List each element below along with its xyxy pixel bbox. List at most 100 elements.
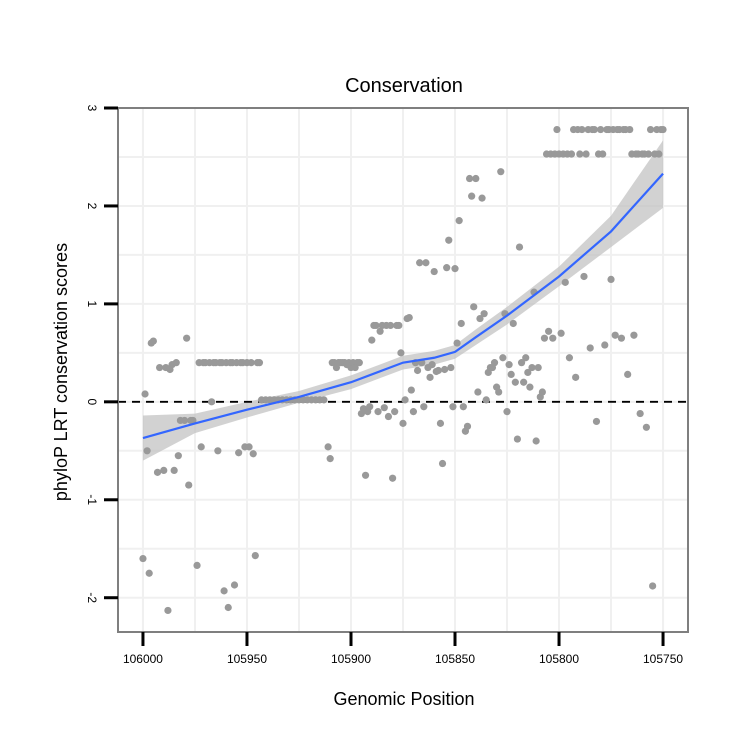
data-point bbox=[515, 243, 524, 251]
data-point bbox=[361, 471, 370, 479]
data-point bbox=[538, 388, 546, 396]
data-point bbox=[420, 403, 428, 411]
x-tick-label: 105900 bbox=[331, 652, 371, 666]
data-point bbox=[509, 319, 517, 328]
data-point bbox=[497, 168, 505, 176]
data-point bbox=[183, 334, 191, 342]
data-point bbox=[578, 125, 586, 134]
data-point bbox=[463, 422, 472, 430]
data-point bbox=[399, 419, 407, 427]
data-point bbox=[549, 334, 557, 342]
data-point bbox=[526, 383, 534, 391]
data-point bbox=[522, 354, 530, 362]
y-axis: -2 -1 0 1 2 3 bbox=[85, 105, 118, 603]
data-point bbox=[459, 403, 467, 411]
data-point bbox=[561, 278, 569, 286]
data-point bbox=[441, 365, 449, 374]
data-point bbox=[642, 423, 650, 431]
chart-title: Conservation bbox=[345, 75, 463, 97]
data-point bbox=[644, 150, 653, 158]
data-point bbox=[534, 363, 542, 372]
data-point bbox=[143, 447, 151, 455]
data-point bbox=[139, 554, 147, 563]
data-point bbox=[617, 334, 626, 342]
data-point bbox=[235, 449, 243, 457]
data-point bbox=[245, 443, 253, 451]
data-point bbox=[416, 259, 424, 267]
data-point bbox=[170, 466, 178, 474]
data-point bbox=[386, 321, 395, 330]
data-point bbox=[582, 150, 590, 158]
data-point bbox=[224, 603, 232, 612]
data-point bbox=[214, 447, 222, 455]
data-point bbox=[164, 606, 172, 615]
data-point bbox=[445, 236, 453, 244]
smooth-fit-line bbox=[142, 172, 664, 440]
data-point bbox=[149, 337, 157, 345]
data-point bbox=[220, 587, 228, 595]
data-point bbox=[592, 417, 601, 426]
data-point bbox=[388, 474, 397, 482]
data-points bbox=[139, 125, 667, 615]
data-point bbox=[470, 303, 478, 311]
data-point bbox=[476, 314, 484, 323]
data-point bbox=[457, 319, 465, 328]
data-point bbox=[397, 349, 405, 357]
data-point bbox=[513, 435, 522, 443]
data-point bbox=[455, 217, 463, 225]
confidence-ribbon-layer bbox=[142, 140, 664, 461]
data-point bbox=[409, 408, 418, 416]
data-point bbox=[659, 125, 667, 134]
data-point bbox=[451, 265, 459, 273]
data-point bbox=[517, 359, 526, 367]
data-point bbox=[407, 386, 415, 394]
data-point bbox=[532, 437, 540, 445]
data-point bbox=[495, 388, 503, 396]
data-point bbox=[374, 408, 382, 416]
data-point bbox=[230, 581, 239, 589]
y-tick-label: -1 bbox=[85, 494, 99, 505]
data-point bbox=[630, 331, 638, 339]
data-point bbox=[197, 443, 205, 451]
data-point bbox=[368, 336, 376, 344]
data-point bbox=[567, 150, 576, 158]
data-point bbox=[413, 366, 422, 375]
data-point bbox=[449, 403, 457, 411]
y-tick-label: 1 bbox=[85, 301, 99, 308]
data-point bbox=[145, 569, 153, 577]
plot-frame bbox=[117, 107, 689, 633]
y-tick-label: 3 bbox=[85, 105, 99, 112]
data-point bbox=[355, 359, 363, 367]
data-point bbox=[626, 125, 634, 134]
grid-lines bbox=[118, 107, 688, 632]
data-point bbox=[557, 329, 565, 337]
data-point bbox=[565, 354, 574, 362]
data-point bbox=[185, 481, 193, 489]
data-point bbox=[153, 468, 162, 476]
data-point bbox=[380, 404, 388, 412]
data-point bbox=[499, 354, 507, 362]
data-point bbox=[436, 419, 445, 427]
data-point bbox=[553, 125, 561, 134]
data-point bbox=[247, 359, 255, 367]
data-point bbox=[401, 396, 409, 404]
data-point bbox=[576, 150, 584, 158]
x-tick-label: 105950 bbox=[227, 652, 267, 666]
data-point bbox=[430, 267, 438, 276]
data-point bbox=[160, 466, 168, 474]
data-point bbox=[507, 370, 515, 379]
x-tick-label: 105850 bbox=[435, 652, 475, 666]
data-point bbox=[189, 416, 197, 425]
data-point bbox=[586, 344, 594, 352]
data-point bbox=[649, 582, 657, 590]
data-point bbox=[607, 275, 615, 284]
data-point bbox=[468, 192, 476, 200]
y-axis-label: phyloP LRT conservation scores bbox=[51, 243, 71, 501]
data-point bbox=[208, 398, 216, 406]
data-point bbox=[249, 450, 257, 458]
data-point bbox=[580, 272, 588, 281]
data-point bbox=[646, 125, 655, 134]
y-tick-label: 0 bbox=[85, 398, 99, 405]
y-tick-label: -2 bbox=[85, 592, 99, 603]
data-point bbox=[540, 334, 549, 342]
